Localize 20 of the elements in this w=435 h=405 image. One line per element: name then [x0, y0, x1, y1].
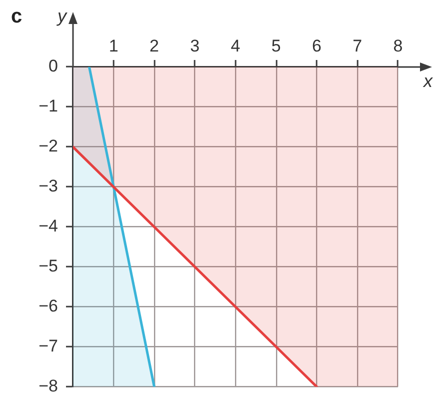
y-tick-label: −4 — [38, 216, 58, 236]
x-tick-label: 3 — [190, 36, 200, 56]
y-tick-label: −7 — [38, 336, 58, 356]
x-axis-title: x — [422, 71, 434, 91]
x-tick-label: 8 — [393, 36, 403, 56]
x-tick-label: 6 — [312, 36, 322, 56]
y-tick-label: −3 — [38, 176, 58, 196]
x-tick-label: 4 — [230, 36, 240, 56]
y-tick-label: −5 — [38, 256, 58, 276]
y-tick-label: −1 — [38, 96, 58, 116]
y-axis-title: y — [56, 6, 68, 26]
y-tick-label: −8 — [38, 376, 58, 396]
chart-title: c — [11, 6, 22, 28]
y-tick-label: −6 — [38, 296, 58, 316]
x-tick-label: 5 — [271, 36, 281, 56]
y-tick-label: 0 — [48, 56, 58, 76]
y-tick-label: −2 — [38, 136, 58, 156]
x-tick-label: 7 — [352, 36, 362, 56]
x-tick-label: 2 — [150, 36, 159, 56]
x-tick-label: 1 — [108, 36, 118, 56]
